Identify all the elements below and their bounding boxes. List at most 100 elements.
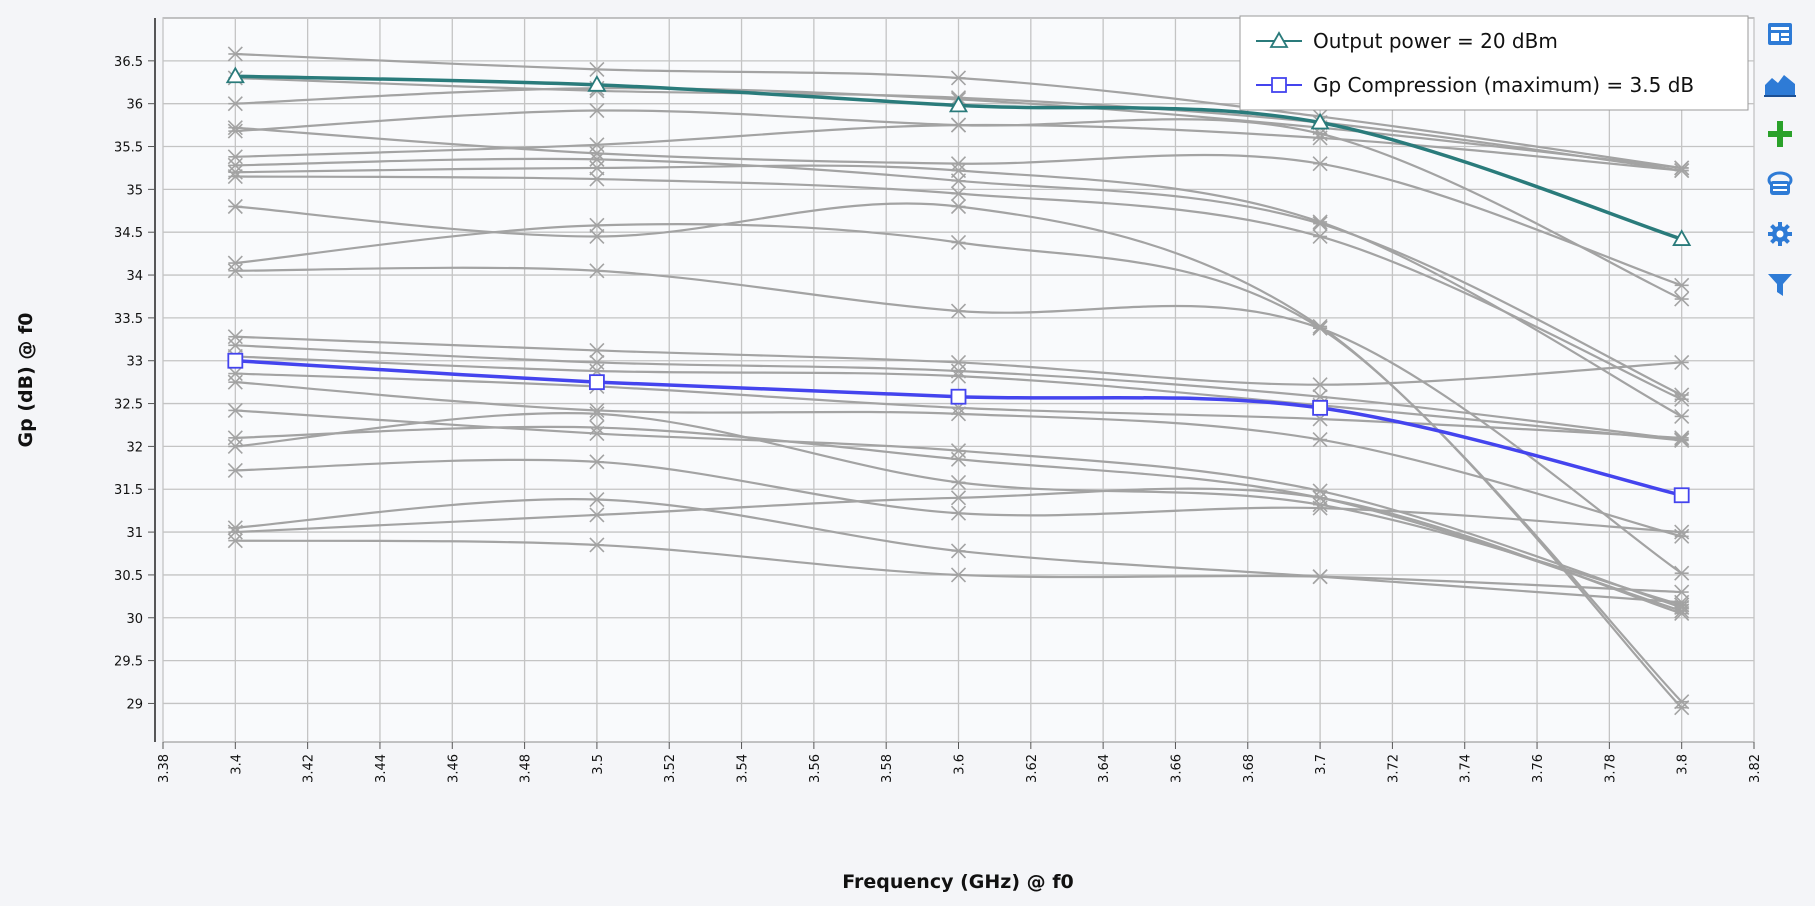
x-tick-label: 3.82 [1748,754,1763,783]
asterisk-marker [589,406,605,422]
asterisk-marker [589,217,605,233]
highlighted-traces [225,66,1692,504]
asterisk-marker [1312,377,1328,393]
display-panel-button[interactable] [1760,14,1800,54]
asterisk-marker [589,491,605,508]
x-tick-label: 3.46 [446,754,461,783]
asterisk-marker [227,263,243,279]
square-marker [950,388,967,405]
x-tick-label: 3.56 [808,754,823,783]
asterisk-marker [1312,569,1328,585]
area-chart-button[interactable] [1760,64,1800,104]
x-tick-label: 3.58 [880,754,895,783]
y-tick-label: 36.5 [114,55,143,70]
area-chart-icon [1764,75,1796,97]
asterisk-marker [950,406,967,422]
asterisk-marker [950,368,967,384]
asterisk-marker [589,454,605,470]
legend-entry-label: Output power = 20 dBm [1313,29,1558,53]
asterisk-marker [1312,130,1328,146]
trace-stack-icon [1767,171,1793,195]
asterisk-marker [227,462,243,478]
asterisk-marker [950,162,967,179]
asterisk-marker [589,263,605,279]
x-tick-labels: 3.38 3.4 3.42 3.44 3.46 3.48 3.5 3.52 3.54 3.56 3.… [157,754,1763,783]
legend-entry-label: Gp Compression (maximum) = 3.5 dB [1313,73,1694,97]
asterisk-marker [227,402,243,418]
y-tick-label: 36 [126,98,143,113]
chart-toolbar [1760,14,1810,314]
square-marker [589,374,605,391]
asterisk-marker [950,186,967,202]
y-tick-label: 32.5 [114,398,143,413]
filter-icon [1768,274,1792,296]
x-tick-label: 3.52 [663,754,678,783]
x-tick-label: 3.42 [302,754,317,783]
asterisk-marker [950,505,967,521]
x-tick-label: 3.6 [953,754,968,775]
asterisk-marker [950,474,967,490]
asterisk-marker [227,438,243,454]
y-tick-labels: 36.5 36 35.5 35 34.5 34 33.5 33 32.5 32 31.5 31 30.5… [114,55,143,713]
asterisk-marker [1674,277,1690,293]
asterisk-marker [1674,700,1690,716]
asterisk-marker [1674,162,1690,179]
x-tick-label: 3.72 [1386,754,1401,783]
x-tick-label: 3.38 [157,754,172,783]
asterisk-marker [950,156,967,172]
asterisk-marker [589,228,605,245]
asterisk-marker [227,524,243,540]
asterisk-marker [589,160,605,176]
asterisk-marker [1312,431,1328,448]
y-tick-label: 29 [126,697,143,712]
x-tick-label: 3.8 [1676,754,1691,775]
y-tick-label: 35 [126,183,143,198]
square-marker [1673,487,1690,504]
x-tick-label: 3.7 [1314,754,1329,775]
y-tick-label: 33 [126,355,143,370]
triangle-marker [1672,229,1692,246]
asterisk-marker [1674,565,1690,581]
x-tick-label: 3.64 [1097,754,1112,783]
asterisk-marker [1674,584,1690,600]
asterisk-marker [227,46,243,62]
asterisk-marker [589,342,605,359]
settings-button[interactable] [1760,214,1800,254]
asterisk-marker [227,337,243,353]
asterisk-marker [1312,497,1328,513]
y-tick-label: 33.5 [114,312,143,327]
asterisk-marker [950,198,967,215]
asterisk-marker [1674,430,1690,446]
gear-icon [1768,222,1792,246]
x-tick-label: 3.5 [591,754,606,775]
asterisk-marker [1674,391,1690,407]
legend: Output power = 20 dBm Gp Compression (max… [1239,15,1749,111]
asterisk-marker [227,96,243,112]
square-marker [227,352,244,369]
y-axis-title: Gp (dB) @ f0 [15,313,37,448]
asterisk-marker [950,303,967,319]
filter-button[interactable] [1760,264,1800,304]
asterisk-marker [227,255,243,271]
asterisk-marker [1674,605,1690,622]
asterisk-marker [1674,291,1690,307]
y-tick-label: 32 [126,440,143,455]
add-marker-icon [1768,121,1792,147]
x-tick-label: 3.78 [1603,754,1618,783]
x-tick-label: 3.62 [1025,754,1040,783]
y-tick-label: 35.5 [114,141,143,156]
square-marker [1312,399,1328,416]
triangle-marker [587,75,607,92]
add-marker-button[interactable] [1760,114,1800,154]
display-panel-icon [1768,23,1792,45]
asterisk-marker [227,157,243,173]
x-tick-label: 3.66 [1169,754,1184,783]
x-tick-label: 3.74 [1459,754,1474,783]
y-tick-label: 31 [126,526,143,541]
y-tick-label: 31.5 [114,483,143,498]
trace-stack-button[interactable] [1760,164,1800,204]
asterisk-marker [1674,408,1690,424]
asterisk-marker [950,543,967,559]
asterisk-marker [1312,228,1328,245]
asterisk-marker [950,117,967,133]
